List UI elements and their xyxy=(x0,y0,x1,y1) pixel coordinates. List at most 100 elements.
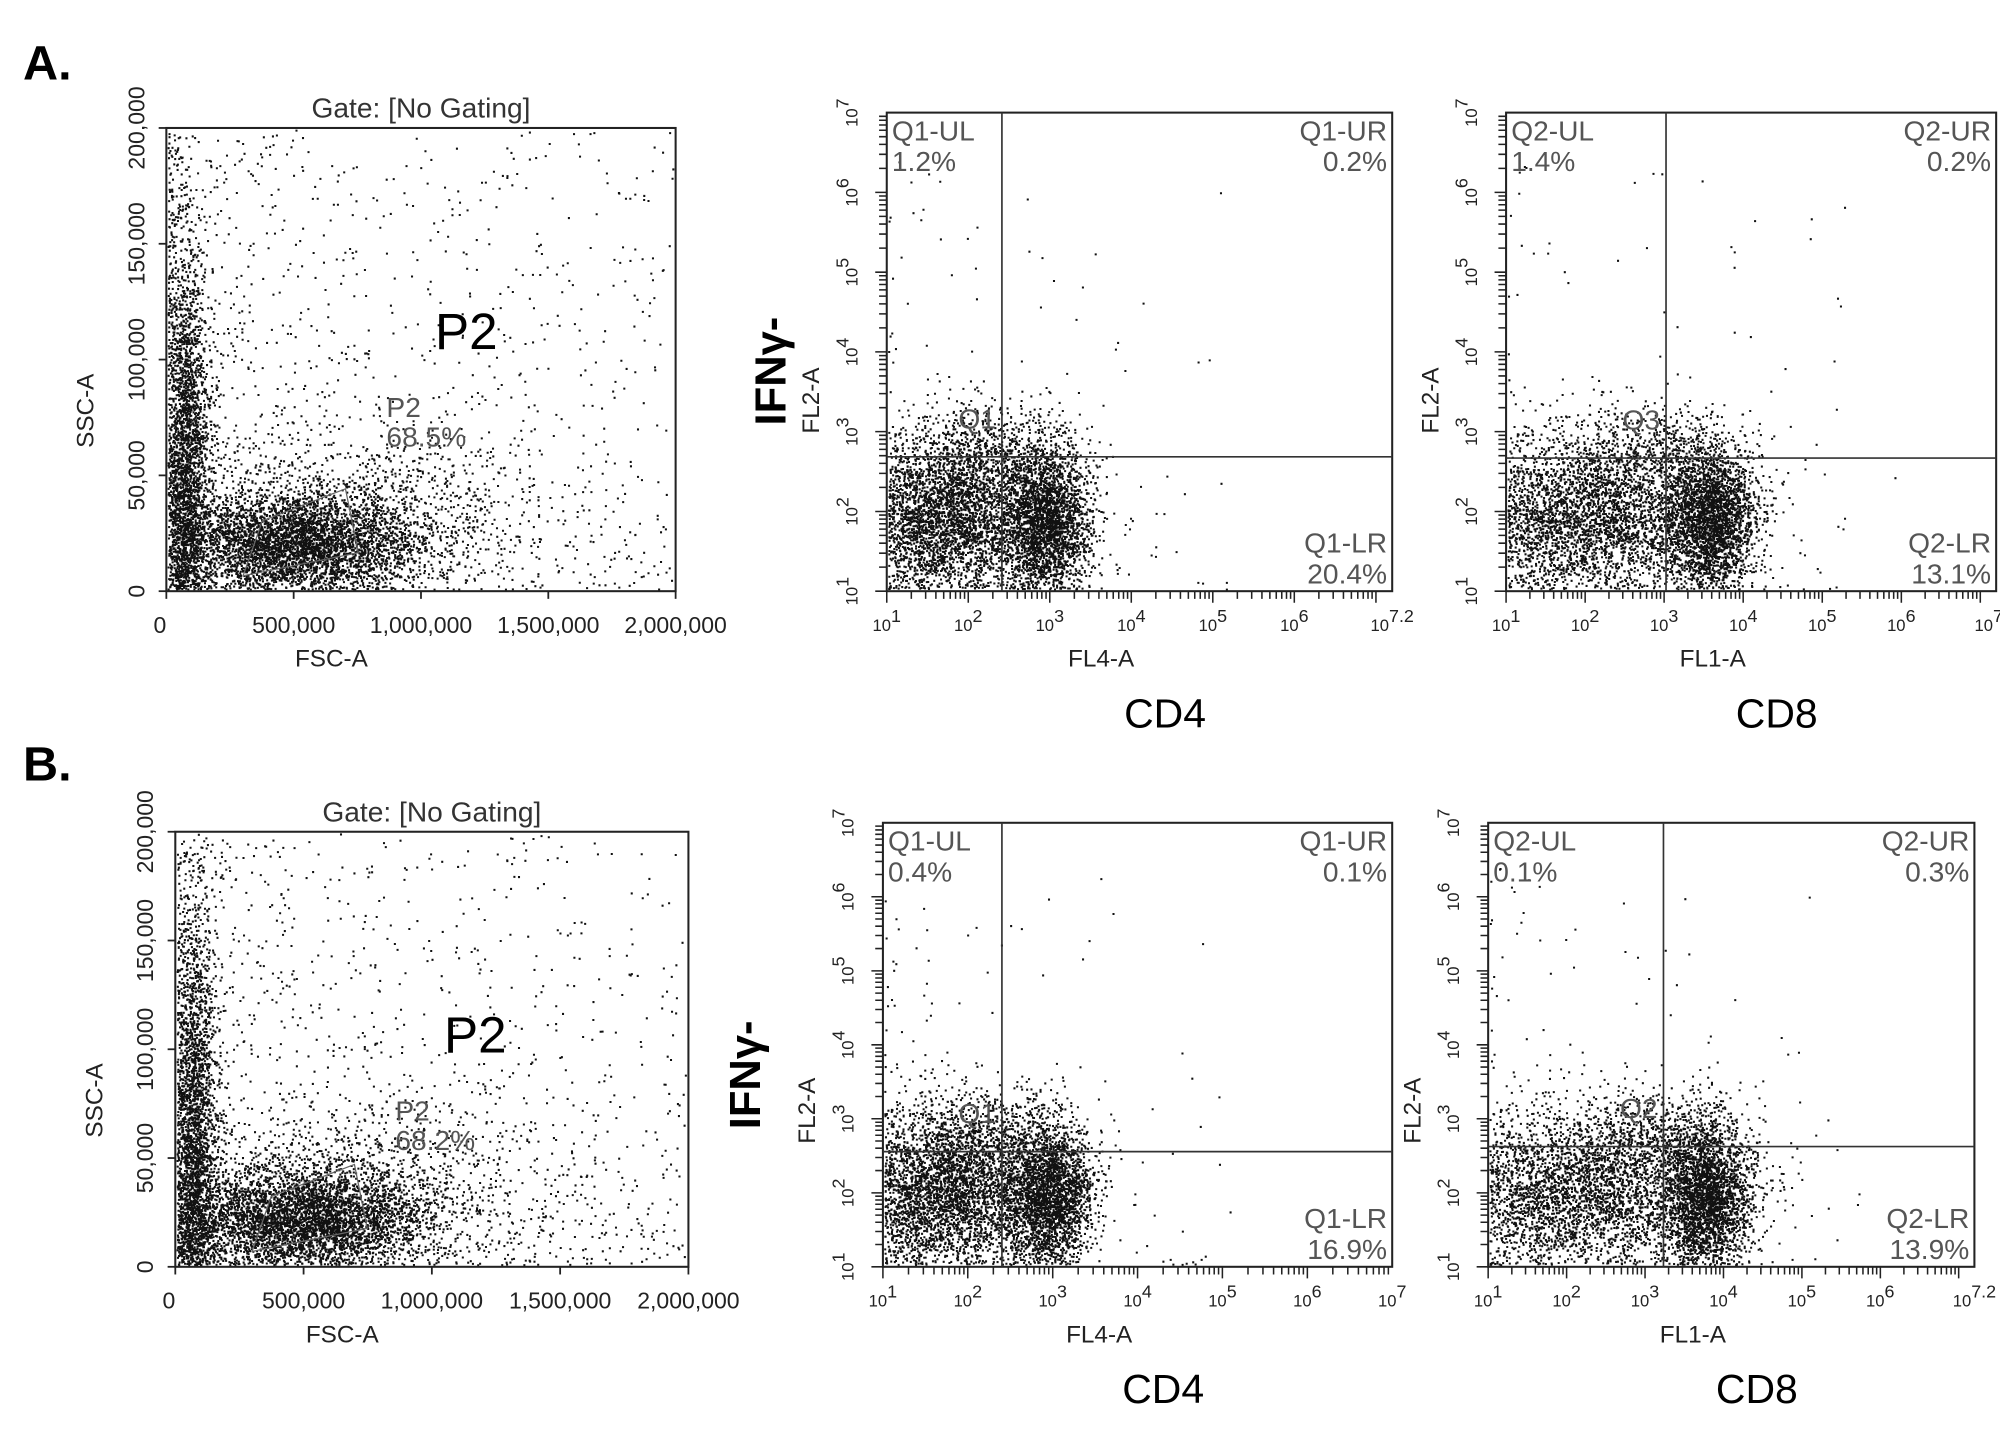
quadrant-name: Q2-LR xyxy=(1886,1203,1969,1234)
y-tick-label: 105 xyxy=(828,957,858,985)
quadrant-percent: 0.3% xyxy=(1905,856,1969,887)
tick-exponent: 5 xyxy=(1217,606,1227,626)
x-tick-label: 1,000,000 xyxy=(370,612,472,638)
marker-label: CD4 xyxy=(1124,690,1206,736)
y-tick-label: 101 xyxy=(1433,1253,1463,1282)
y-tick-label: 101 xyxy=(832,577,862,606)
quadrant-name: Q1-UR xyxy=(1300,116,1388,147)
tick-base: 10 xyxy=(843,348,862,367)
event-dots xyxy=(884,878,1232,1267)
x-tick-label: 105 xyxy=(1208,1281,1237,1311)
quadrant-name: Q2-LR xyxy=(1908,528,1991,559)
x-tick-label: 102 xyxy=(954,606,983,636)
y-tick-label: 106 xyxy=(1451,178,1481,207)
event-dots xyxy=(1507,165,1897,591)
x-tick-label: 102 xyxy=(1552,1281,1580,1311)
gate-name: P2 xyxy=(395,1096,429,1127)
quadrant-name: Q1-UL xyxy=(892,116,975,147)
tick-base: 10 xyxy=(1444,1189,1463,1207)
tick-base: 10 xyxy=(843,268,862,287)
tick-base: 10 xyxy=(1199,616,1218,635)
tick-base: 10 xyxy=(839,819,858,837)
x-tick-label: 106 xyxy=(1887,606,1916,636)
x-tick-label: 106 xyxy=(1866,1281,1894,1311)
y-axis-label: FL2-A xyxy=(1417,367,1444,434)
tick-base: 10 xyxy=(1552,1292,1571,1311)
y-tick-label: 101 xyxy=(1451,577,1481,606)
tick-exponent: 5 xyxy=(832,258,852,268)
y-axis-label: SSC-A xyxy=(81,1063,108,1138)
quadrant-percent: 13.1% xyxy=(1911,558,1991,589)
tick-exponent: 4 xyxy=(828,1031,848,1041)
y-tick-label: 107 xyxy=(1433,809,1463,837)
tick-exponent: 1 xyxy=(1451,577,1471,587)
quadrant-percent: 1.4% xyxy=(1511,146,1575,177)
tick-base: 10 xyxy=(869,1292,888,1311)
tick-exponent: 2 xyxy=(828,1179,848,1189)
plot-title: Gate: [No Gating] xyxy=(311,92,530,123)
quadrant-name: Q1-LR xyxy=(1304,528,1387,559)
x-tick-label: 500,000 xyxy=(262,1288,345,1314)
x-axis-label: FSC-A xyxy=(295,646,369,673)
tick-base: 10 xyxy=(1378,1292,1397,1311)
gate-percent: 68.5% xyxy=(386,421,466,452)
tick-exponent: 5 xyxy=(1227,1281,1237,1301)
tick-exponent: 7 xyxy=(828,809,848,819)
tick-exponent: 3 xyxy=(832,417,852,427)
y-tick-label: 101 xyxy=(828,1253,858,1282)
tick-exponent: 6 xyxy=(1906,606,1916,626)
y-axis-label: FL2-A xyxy=(798,367,825,434)
y-tick-label: 105 xyxy=(832,258,862,287)
tick-base: 10 xyxy=(1709,1292,1728,1311)
y-tick-label: 104 xyxy=(1451,338,1481,367)
tick-exponent: 2 xyxy=(832,497,852,507)
tick-exponent: 7 xyxy=(1433,809,1453,819)
y-tick-label: 150,000 xyxy=(132,899,158,982)
tick-base: 10 xyxy=(1866,1292,1885,1311)
y-tick-label: 106 xyxy=(832,178,862,207)
tick-base: 10 xyxy=(839,967,858,985)
y-tick-label: 50,000 xyxy=(132,1123,158,1193)
tick-base: 10 xyxy=(1808,616,1827,635)
x-tick-label: 103 xyxy=(1650,606,1679,636)
gate-percent: 68.2% xyxy=(395,1125,475,1156)
gate-name: Q1 xyxy=(958,403,996,434)
x-tick-label: 107.2 xyxy=(1953,1281,1996,1311)
y-tick-label: 106 xyxy=(1433,883,1463,911)
tick-base: 10 xyxy=(843,427,862,446)
y-tick-label: 100,000 xyxy=(132,1008,158,1091)
marker-label: CD8 xyxy=(1716,1366,1798,1412)
tick-exponent: 3 xyxy=(1649,1281,1659,1301)
tick-base: 10 xyxy=(1953,1292,1972,1311)
gate-name: Q1 xyxy=(958,1098,996,1129)
x-tick-label: 104 xyxy=(1123,1281,1151,1311)
x-tick-label: 101 xyxy=(869,1281,897,1311)
x-tick-label: 102 xyxy=(1571,606,1599,636)
tick-exponent: 4 xyxy=(1142,1281,1152,1301)
tick-exponent: 4 xyxy=(1433,1031,1453,1041)
tick-base: 10 xyxy=(1370,616,1389,635)
tick-base: 10 xyxy=(839,1263,858,1282)
plot-frame xyxy=(881,821,1394,1268)
gate-name: Q3 xyxy=(1623,405,1661,436)
y-axis-label: FL2-A xyxy=(794,1077,821,1144)
tick-base: 10 xyxy=(954,616,973,635)
tick-base: 10 xyxy=(1444,967,1463,985)
quadrant-percent: 1.2% xyxy=(892,146,956,177)
event-dots xyxy=(176,833,687,1267)
marker-label: CD8 xyxy=(1736,690,1818,736)
panel-label: A. xyxy=(23,36,72,90)
tick-base: 10 xyxy=(1729,616,1748,635)
x-tick-label: 104 xyxy=(1117,606,1146,636)
y-tick-label: 103 xyxy=(1451,417,1481,446)
tick-base: 10 xyxy=(1887,616,1906,635)
tick-exponent: 6 xyxy=(1312,1281,1322,1301)
y-tick-label: 0 xyxy=(132,1260,158,1273)
quadrant-name: Q2-UR xyxy=(1903,116,1991,147)
quadrant-name: Q2-UR xyxy=(1882,826,1970,857)
tick-exponent: 5 xyxy=(828,957,848,967)
side-label: IFNγ- xyxy=(748,317,796,426)
tick-base: 10 xyxy=(1038,1292,1057,1311)
